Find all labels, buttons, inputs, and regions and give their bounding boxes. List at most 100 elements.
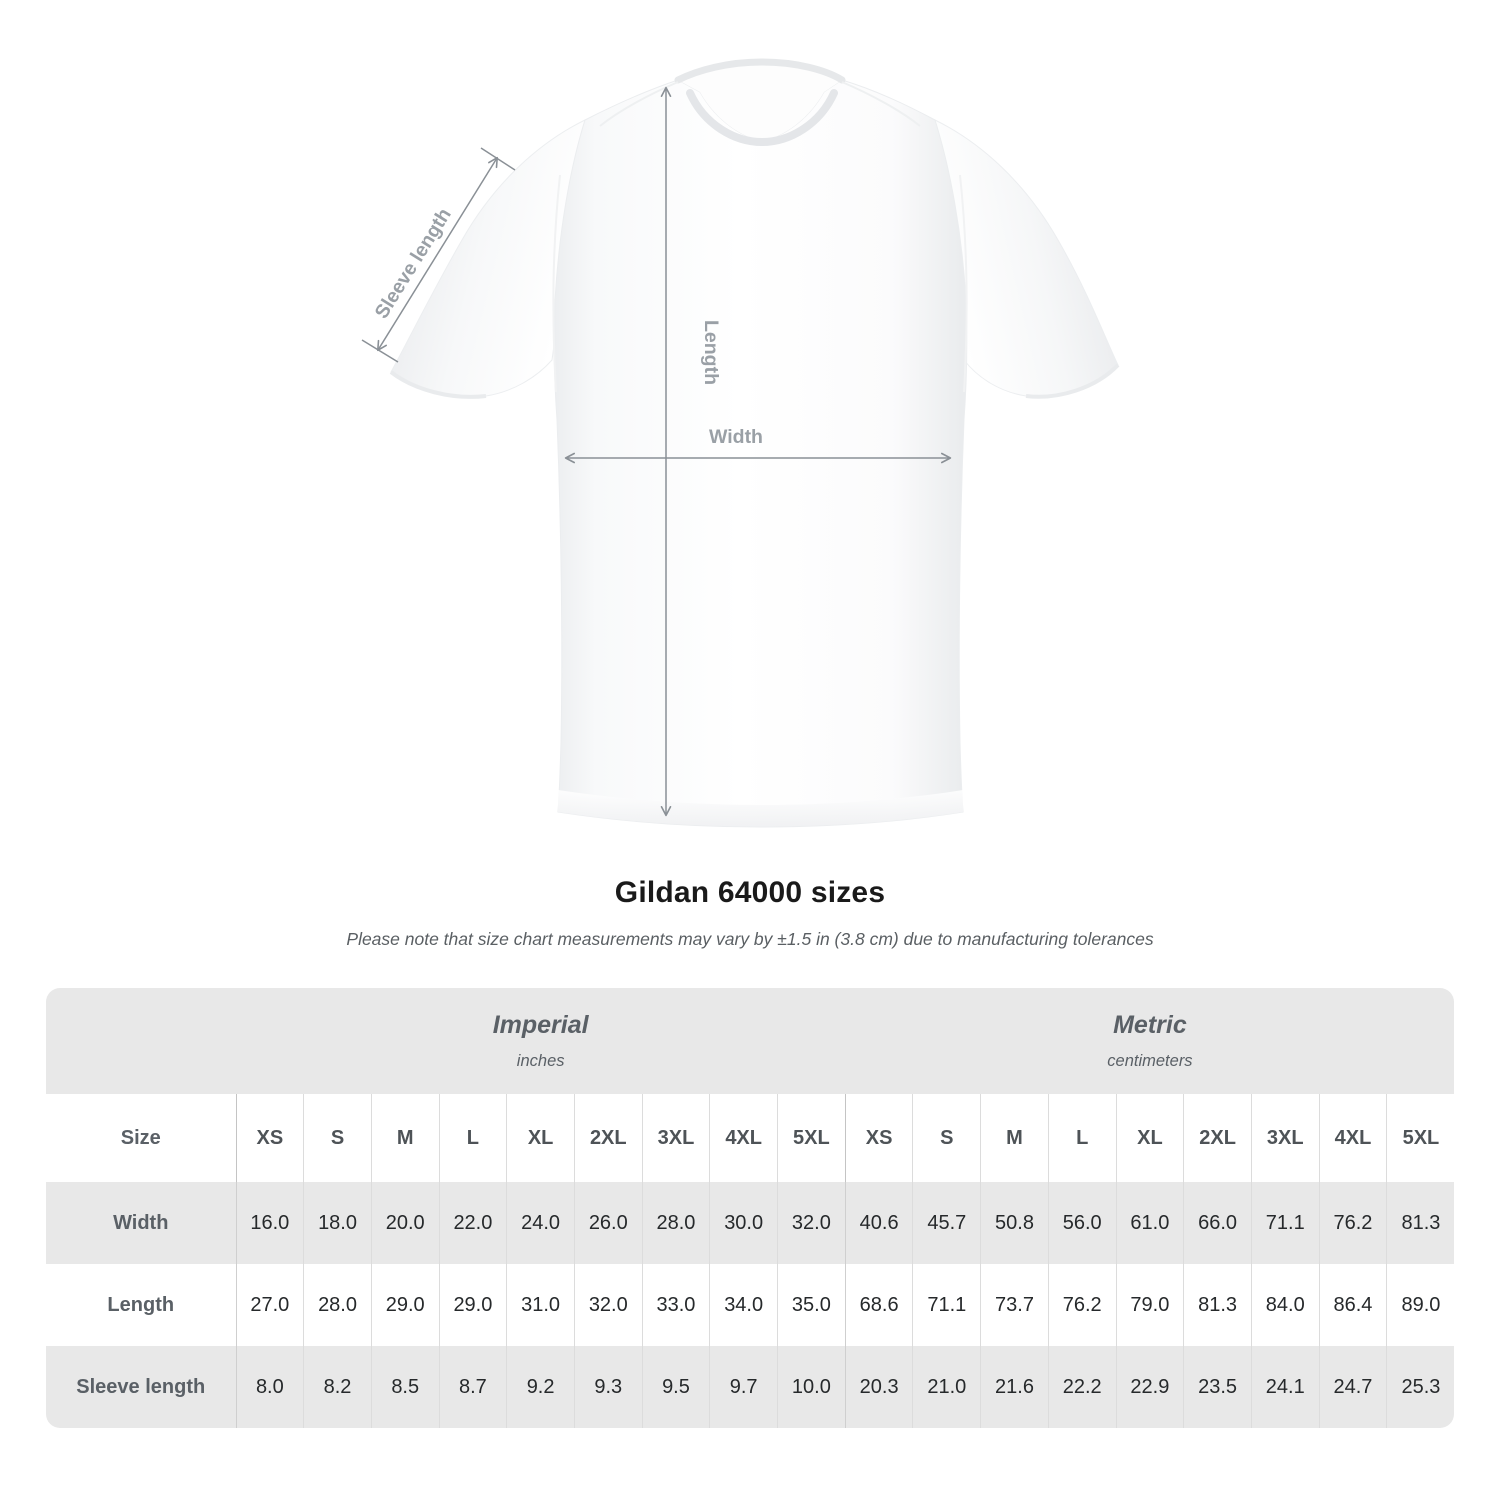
cell-width-metric-s: 45.7 (912, 1182, 981, 1264)
size-header-metric-xs: XS (844, 1094, 913, 1182)
neck-opening (678, 62, 842, 140)
tshirt-body (553, 79, 968, 828)
collar-rib-outer (674, 58, 846, 84)
metric-sublabel: centimeters (1107, 1051, 1193, 1070)
cell-width-metric-4xl: 76.2 (1318, 1182, 1387, 1264)
size-table-container: Imperial inches Metric centimeters Size … (46, 988, 1454, 1428)
page-title: Gildan 64000 sizes (614, 876, 886, 909)
unit-header-imperial: Imperial inches (236, 988, 846, 1094)
cell-width-metric-xs: 40.6 (844, 1182, 913, 1264)
cell-width-imperial-m: 20.0 (370, 1182, 440, 1264)
cell-sleeve-imperial-s: 8.2 (303, 1346, 372, 1428)
cell-width-imperial-xs: 16.0 (235, 1182, 304, 1264)
metric-label: Metric (1113, 1011, 1187, 1040)
size-header-imperial-l: L (438, 1094, 507, 1182)
cell-length-metric-s: 71.1 (912, 1264, 981, 1346)
cell-sleeve-metric-xs: 20.3 (844, 1346, 913, 1428)
cell-length-imperial-5xl: 35.0 (777, 1264, 846, 1346)
cell-sleeve-imperial-5xl: 10.0 (777, 1346, 846, 1428)
cell-length-metric-5xl: 89.0 (1386, 1264, 1454, 1346)
unit-header-metric: Metric centimeters (845, 988, 1454, 1094)
length-label: Length (700, 320, 722, 385)
width-label: Width (709, 426, 763, 448)
cell-width-metric-l: 56.0 (1047, 1182, 1117, 1264)
cell-length-metric-3xl: 84.0 (1250, 1264, 1320, 1346)
size-header-metric-2xl: 2XL (1183, 1094, 1252, 1182)
tolerance-note: Please note that size chart measurements… (346, 929, 1154, 949)
size-header-metric-3xl: 3XL (1250, 1094, 1320, 1182)
shoulder-seam-left (599, 81, 679, 127)
size-header-imperial-xl: XL (506, 1094, 575, 1182)
cell-sleeve-metric-2xl: 23.5 (1183, 1346, 1252, 1428)
row-label-sleeve-length: Sleeve length (76, 1375, 206, 1398)
unit-header-row: Imperial inches Metric centimeters (46, 988, 1454, 1094)
size-header-row: Size XS S M L XL 2XL 3XL 4XL 5XL XS S M … (46, 1094, 1454, 1182)
sleeve-hem-right (1025, 363, 1120, 399)
cell-width-metric-3xl: 71.1 (1250, 1182, 1320, 1264)
cell-sleeve-imperial-xs: 8.0 (235, 1346, 304, 1428)
size-table: Imperial inches Metric centimeters Size … (46, 988, 1454, 1428)
cell-width-metric-m: 50.8 (980, 1182, 1049, 1264)
cell-sleeve-metric-5xl: 25.3 (1386, 1346, 1454, 1428)
imperial-sublabel: inches (516, 1051, 565, 1070)
sleeve-hem-left (389, 370, 487, 399)
cell-width-imperial-5xl: 32.0 (777, 1182, 846, 1264)
cell-width-imperial-3xl: 28.0 (641, 1182, 710, 1264)
size-header-metric-s: S (912, 1094, 981, 1182)
cell-length-imperial-xs: 27.0 (235, 1264, 304, 1346)
imperial-label: Imperial (492, 1011, 589, 1040)
cell-length-imperial-l: 29.0 (438, 1264, 507, 1346)
shoulder-seam-right (841, 81, 921, 127)
heading-block: Gildan 64000 sizes Please note that size… (0, 875, 1500, 951)
cell-sleeve-metric-xl: 22.9 (1115, 1346, 1184, 1428)
cell-length-imperial-3xl: 33.0 (641, 1264, 710, 1346)
cell-sleeve-imperial-4xl: 9.7 (709, 1346, 778, 1428)
size-header-imperial-s: S (303, 1094, 372, 1182)
cell-width-imperial-2xl: 26.0 (573, 1182, 643, 1264)
cell-width-imperial-s: 18.0 (303, 1182, 372, 1264)
size-header-imperial-xs: XS (235, 1094, 304, 1182)
cell-sleeve-imperial-2xl: 9.3 (573, 1346, 643, 1428)
size-table-body: Imperial inches Metric centimeters Size … (46, 988, 1454, 1428)
cell-length-imperial-2xl: 32.0 (573, 1264, 643, 1346)
size-header-metric-m: M (980, 1094, 1049, 1182)
size-header-imperial-m: M (370, 1094, 440, 1182)
cell-sleeve-imperial-xl: 9.2 (506, 1346, 575, 1428)
cell-sleeve-metric-3xl: 24.1 (1250, 1346, 1320, 1428)
cell-sleeve-metric-m: 21.6 (980, 1346, 1049, 1428)
size-row-label: Size (120, 1126, 161, 1149)
sleeve-tick-bottom (361, 339, 399, 363)
size-header-imperial-2xl: 2XL (573, 1094, 643, 1182)
cell-length-metric-2xl: 81.3 (1183, 1264, 1252, 1346)
cell-length-metric-4xl: 86.4 (1318, 1264, 1387, 1346)
size-header-imperial-4xl: 4XL (709, 1094, 778, 1182)
size-header-metric-5xl: 5XL (1386, 1094, 1454, 1182)
cell-length-metric-l: 76.2 (1047, 1264, 1117, 1346)
cell-length-imperial-xl: 31.0 (506, 1264, 575, 1346)
cell-width-imperial-xl: 24.0 (506, 1182, 575, 1264)
cell-width-imperial-4xl: 30.0 (709, 1182, 778, 1264)
size-header-metric-4xl: 4XL (1318, 1094, 1387, 1182)
cell-sleeve-metric-l: 22.2 (1047, 1346, 1117, 1428)
armhole-seam-right (959, 174, 968, 393)
size-header-imperial-3xl: 3XL (641, 1094, 710, 1182)
cell-sleeve-imperial-m: 8.5 (370, 1346, 440, 1428)
cell-length-imperial-s: 28.0 (303, 1264, 372, 1346)
size-header-imperial-5xl: 5XL (777, 1094, 846, 1182)
sleeve-arrow (376, 156, 499, 352)
cell-sleeve-metric-s: 21.0 (912, 1346, 981, 1428)
table-row: Width 16.0 18.0 20.0 22.0 24.0 26.0 28.0… (46, 1182, 1454, 1264)
cell-length-imperial-m: 29.0 (370, 1264, 440, 1346)
tshirt-diagram: Length Width Sleeve length (361, 58, 1120, 828)
armhole-seam-left (552, 174, 561, 393)
cell-width-metric-2xl: 66.0 (1183, 1182, 1252, 1264)
cell-sleeve-imperial-3xl: 9.5 (641, 1346, 710, 1428)
cell-length-metric-xl: 79.0 (1115, 1264, 1184, 1346)
size-header-metric-xl: XL (1115, 1094, 1184, 1182)
collar-rib-inner (686, 89, 838, 147)
table-row: Length 27.0 28.0 29.0 29.0 31.0 32.0 33.… (46, 1264, 1454, 1346)
unit-header-spacer (46, 988, 236, 1094)
sleeve-tick-top (480, 147, 516, 171)
row-label-width: Width (113, 1211, 169, 1234)
